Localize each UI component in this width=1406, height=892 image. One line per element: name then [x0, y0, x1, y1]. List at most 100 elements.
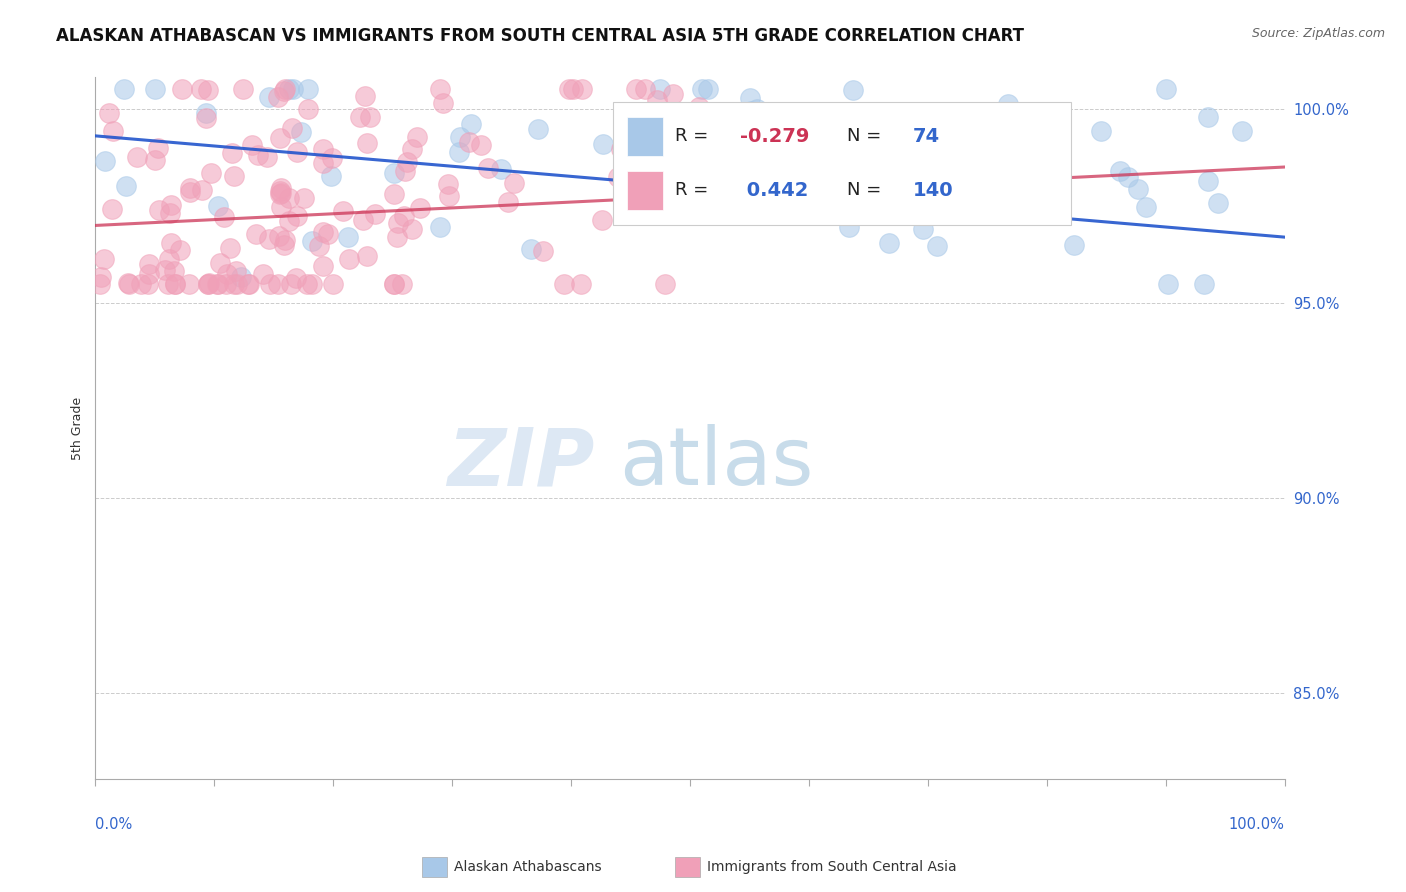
Point: [157, 277, 180, 291]
Point: [655, 185, 678, 199]
Text: 0.442: 0.442: [740, 181, 808, 200]
Point: [562, 82, 585, 96]
Point: [458, 135, 481, 149]
Point: [1206, 196, 1229, 211]
Point: [1018, 118, 1040, 132]
Point: [353, 89, 375, 103]
Point: [231, 82, 253, 96]
Point: [384, 277, 406, 291]
Point: [281, 82, 304, 96]
Point: [301, 277, 323, 291]
Point: [1194, 277, 1216, 291]
Point: [1007, 108, 1029, 122]
Point: [117, 276, 139, 290]
Point: [269, 186, 291, 201]
Point: [207, 277, 229, 291]
Point: [558, 82, 581, 96]
Point: [460, 118, 482, 132]
Point: [301, 234, 323, 248]
Point: [1126, 181, 1149, 195]
Point: [437, 188, 460, 202]
Point: [245, 227, 267, 242]
Point: [269, 229, 291, 244]
Point: [697, 82, 720, 96]
Point: [394, 164, 416, 178]
Point: [215, 268, 238, 282]
Text: R =: R =: [675, 181, 713, 199]
Point: [606, 169, 628, 184]
Point: [93, 252, 115, 266]
Point: [277, 82, 299, 96]
Point: [364, 207, 387, 221]
Point: [242, 137, 264, 152]
Point: [1109, 164, 1132, 178]
Point: [1028, 159, 1050, 173]
Point: [787, 187, 810, 202]
Point: [207, 199, 229, 213]
Text: 140: 140: [912, 181, 953, 200]
Point: [477, 161, 499, 175]
Text: Immigrants from South Central Asia: Immigrants from South Central Asia: [707, 860, 957, 874]
Point: [297, 82, 319, 96]
Point: [592, 136, 614, 151]
Point: [198, 277, 221, 291]
Point: [221, 145, 243, 160]
Point: [591, 213, 613, 227]
Point: [256, 150, 278, 164]
FancyBboxPatch shape: [627, 171, 662, 210]
Point: [200, 165, 222, 179]
Point: [815, 163, 838, 178]
Point: [190, 82, 212, 96]
Point: [257, 89, 280, 103]
Point: [312, 225, 335, 239]
Point: [224, 277, 246, 291]
Point: [94, 154, 117, 169]
Point: [143, 82, 166, 96]
Point: [280, 121, 302, 136]
Point: [997, 96, 1019, 111]
Point: [269, 131, 291, 145]
Point: [224, 169, 246, 183]
Point: [270, 181, 292, 195]
Y-axis label: 5th Grade: 5th Grade: [72, 396, 84, 459]
Point: [165, 277, 187, 291]
Point: [650, 82, 672, 96]
Point: [148, 203, 170, 218]
Point: [1135, 200, 1157, 214]
Text: atlas: atlas: [619, 424, 813, 502]
Point: [877, 236, 900, 251]
Point: [634, 82, 657, 96]
Point: [825, 196, 848, 211]
Point: [651, 131, 673, 145]
Point: [259, 277, 281, 291]
Point: [623, 137, 645, 152]
Point: [1197, 173, 1219, 187]
Point: [700, 131, 723, 145]
Point: [214, 277, 236, 291]
Point: [349, 110, 371, 124]
Point: [401, 142, 423, 156]
Point: [745, 103, 768, 117]
Point: [1116, 170, 1139, 185]
Point: [924, 107, 946, 121]
Point: [98, 106, 121, 120]
Point: [614, 204, 637, 219]
Point: [1157, 277, 1180, 291]
Point: [257, 232, 280, 246]
Point: [1007, 142, 1029, 156]
Point: [740, 91, 762, 105]
Point: [131, 277, 153, 291]
Point: [163, 277, 186, 291]
Point: [229, 270, 252, 285]
Point: [125, 150, 148, 164]
Point: [429, 82, 451, 96]
Point: [1063, 237, 1085, 252]
Point: [838, 219, 860, 234]
Point: [645, 93, 668, 107]
Text: 100.0%: 100.0%: [1229, 817, 1285, 832]
Point: [197, 83, 219, 97]
Point: [311, 260, 333, 274]
Point: [571, 82, 593, 96]
Point: [503, 176, 526, 190]
Point: [382, 277, 405, 291]
